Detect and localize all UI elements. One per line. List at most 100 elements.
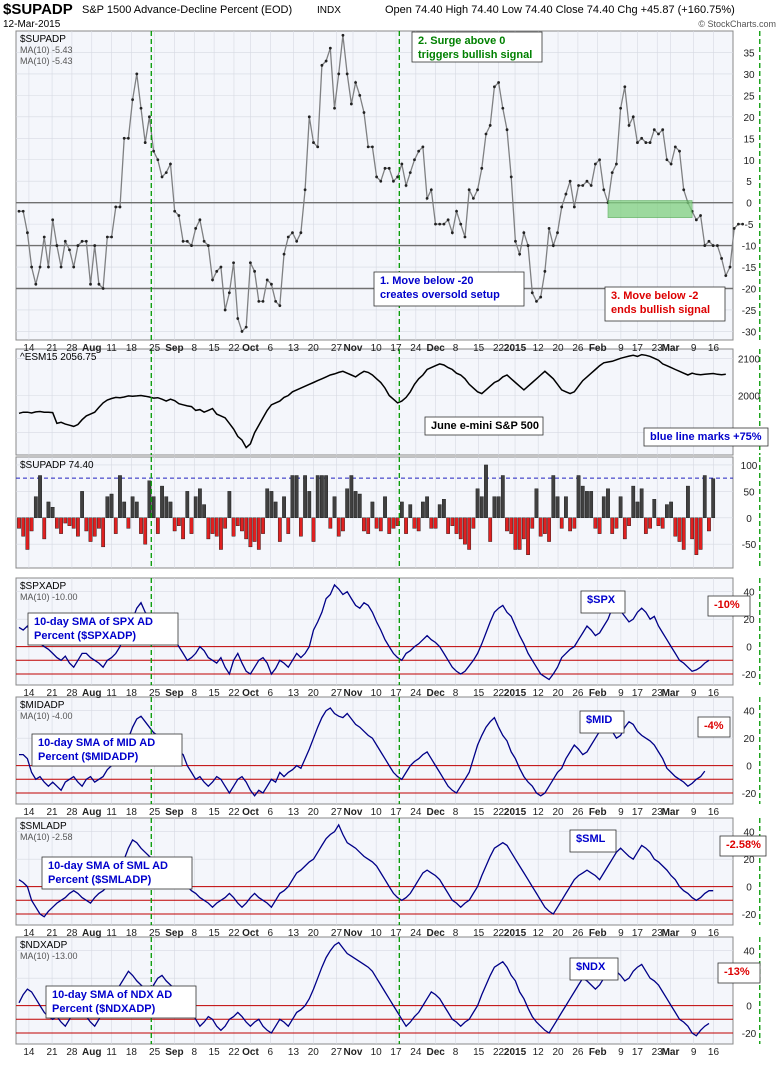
bar-mark (576, 475, 581, 518)
x-tick-label: 6 (268, 688, 274, 699)
data-point (699, 214, 702, 217)
x-tick-label: 6 (268, 807, 274, 818)
x-tick-label: 20 (552, 343, 564, 354)
bar-mark (492, 496, 497, 518)
annotation-text: 10-day SMA of MID AD (38, 737, 155, 749)
data-point (270, 282, 273, 286)
data-point (169, 162, 172, 166)
x-tick-label: 11 (106, 807, 117, 818)
y-tick-label: -15 (742, 263, 757, 274)
y-tick-label: 2000 (738, 391, 761, 402)
x-tick-label: 14 (23, 343, 35, 354)
bar-mark (265, 488, 270, 518)
bar-mark (54, 517, 59, 529)
bar-mark (399, 501, 404, 518)
x-tick-label: 9 (691, 807, 697, 818)
data-point (446, 218, 450, 222)
bar-mark (202, 504, 206, 518)
x-tick-label: 14 (23, 807, 35, 818)
x-tick-label: 18 (126, 807, 138, 818)
bar-mark (219, 517, 223, 550)
x-tick-label: 9 (691, 1047, 697, 1058)
x-tick-label: 12 (533, 1047, 545, 1058)
x-tick-label: 22 (228, 928, 240, 939)
bar-mark (585, 491, 589, 518)
annotation-box (719, 835, 767, 857)
bar-mark (294, 475, 299, 518)
bar-mark (437, 504, 442, 518)
data-point (703, 244, 707, 247)
x-tick-label: 11 (106, 688, 117, 699)
annotation-text: 10-day SMA of SPX AD (34, 616, 153, 628)
data-point (535, 299, 538, 303)
x-tick-label: 23 (652, 343, 664, 354)
data-point (484, 132, 488, 136)
y-tick-label: 0 (746, 762, 752, 773)
annotation-text: 10-day SMA of SML AD (48, 860, 168, 872)
x-tick-label: 20 (552, 688, 564, 699)
annotation-text: 10-day SMA of NDX AD (52, 989, 172, 1001)
annotation-text: June e-mini S&P 500 (431, 420, 539, 432)
bar-mark (307, 491, 312, 518)
bar-mark (46, 501, 51, 518)
bar-mark (484, 464, 488, 518)
data-point (126, 136, 130, 140)
x-tick-label: 15 (209, 688, 221, 699)
y-tick-label: 50 (743, 487, 755, 498)
x-tick-label: Mar (662, 688, 680, 699)
bar-mark (286, 517, 291, 534)
x-tick-label: 28 (66, 928, 78, 939)
bar-mark (673, 517, 678, 537)
x-tick-label: 9 (618, 343, 624, 354)
x-tick-label: Feb (589, 343, 607, 354)
data-point (59, 265, 63, 269)
x-tick-label: Dec (426, 928, 445, 939)
x-tick-label: 15 (473, 928, 485, 939)
bar-mark (690, 517, 695, 540)
x-tick-label: 16 (708, 688, 720, 699)
bar-mark (442, 499, 446, 518)
x-tick-label: 10 (371, 688, 383, 699)
x-tick-label: Dec (426, 807, 445, 818)
panel-legend: MA(10) -2.58 (20, 832, 73, 842)
x-tick-label: 25 (149, 688, 161, 699)
bar-mark (92, 517, 97, 537)
y-tick-label: -20 (742, 285, 757, 296)
data-point (370, 145, 374, 149)
header-symbol: $SUPADP (3, 1, 73, 18)
bar-mark (231, 517, 236, 537)
annotation-box (31, 733, 183, 767)
bar-mark (168, 501, 173, 518)
bar-mark (370, 501, 375, 518)
data-point (560, 205, 564, 209)
bar-mark (84, 517, 89, 532)
x-tick-label: Aug (82, 688, 101, 699)
x-tick-label: 26 (572, 807, 584, 818)
y-tick-label: -10 (742, 242, 757, 253)
x-tick-label: 16 (708, 807, 720, 818)
bar-mark (353, 491, 358, 518)
panel-legend: $NDXADP (20, 940, 68, 951)
data-point (80, 239, 84, 243)
x-tick-label: Oct (242, 807, 259, 818)
data-point (737, 222, 740, 226)
data-point (358, 93, 362, 97)
header-date: 12-Mar-2015 (3, 19, 61, 30)
bar-mark (118, 475, 122, 518)
x-tick-label: 15 (473, 807, 485, 818)
data-point (148, 115, 151, 119)
x-tick-label: 2015 (504, 807, 527, 818)
x-tick-label: 23 (652, 1047, 664, 1058)
x-tick-label: 8 (453, 807, 459, 818)
data-point (278, 304, 282, 308)
data-point (564, 192, 568, 196)
x-tick-label: 14 (23, 928, 35, 939)
bar-mark (366, 517, 371, 534)
annotation-box (45, 985, 197, 1019)
data-point (455, 209, 458, 213)
data-point (669, 162, 673, 166)
bar-mark (559, 517, 564, 529)
x-tick-label: 21 (47, 1047, 59, 1058)
bar-mark (601, 496, 606, 518)
x-tick-label: 2015 (504, 688, 527, 699)
